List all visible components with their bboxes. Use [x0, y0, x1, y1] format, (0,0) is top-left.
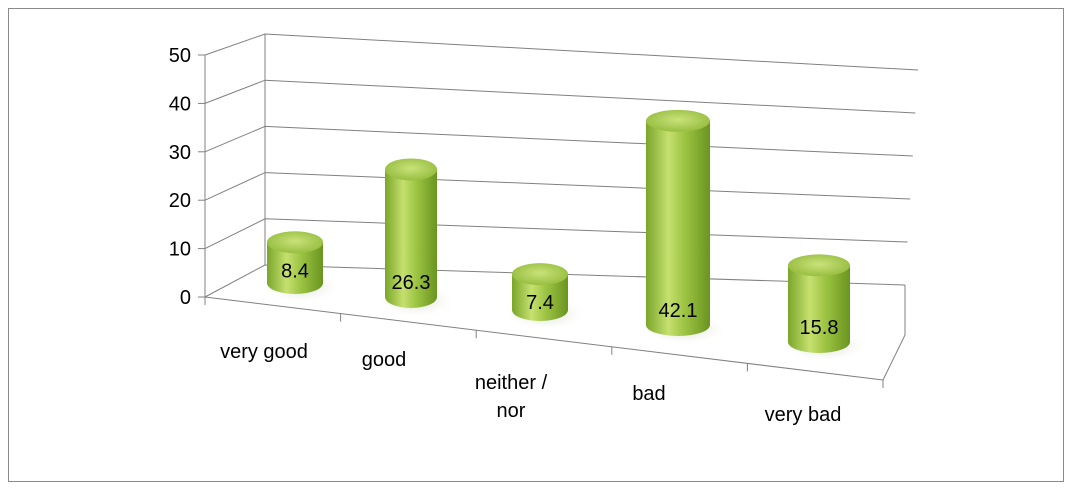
x-category-label: good	[362, 349, 407, 371]
y-tick-label: 40	[169, 93, 191, 115]
x-category-label: neither / nor	[475, 372, 548, 422]
chart-frame	[8, 8, 1064, 482]
y-tick-label: 30	[169, 142, 191, 164]
x-category-label: bad	[632, 383, 665, 405]
y-tick-label: 0	[180, 287, 191, 309]
x-category-label: very bad	[765, 404, 842, 426]
bars-layer	[259, 109, 870, 363]
gridline	[204, 33, 919, 71]
data-label: 7.4	[526, 292, 554, 314]
bar	[780, 254, 870, 363]
bar	[259, 231, 343, 304]
y-tick-label: 50	[169, 45, 191, 67]
bar	[638, 109, 730, 346]
gridline	[204, 125, 913, 157]
y-tick-label: 20	[169, 190, 191, 212]
bar	[377, 158, 457, 318]
gridline	[204, 79, 916, 114]
data-label: 26.3	[392, 272, 431, 294]
data-label: 15.8	[800, 317, 839, 339]
gridline	[204, 172, 911, 201]
bar	[504, 263, 588, 331]
labels-layer: 0 10 20 30 40 50 8.4 26.3 7.4 42.1 15.8 very good go…	[169, 45, 842, 426]
x-category-label: very good	[220, 341, 308, 363]
data-label: 42.1	[659, 300, 698, 322]
data-label: 8.4	[281, 260, 309, 282]
axis-layer	[198, 54, 906, 388]
y-tick-label: 10	[169, 239, 191, 261]
